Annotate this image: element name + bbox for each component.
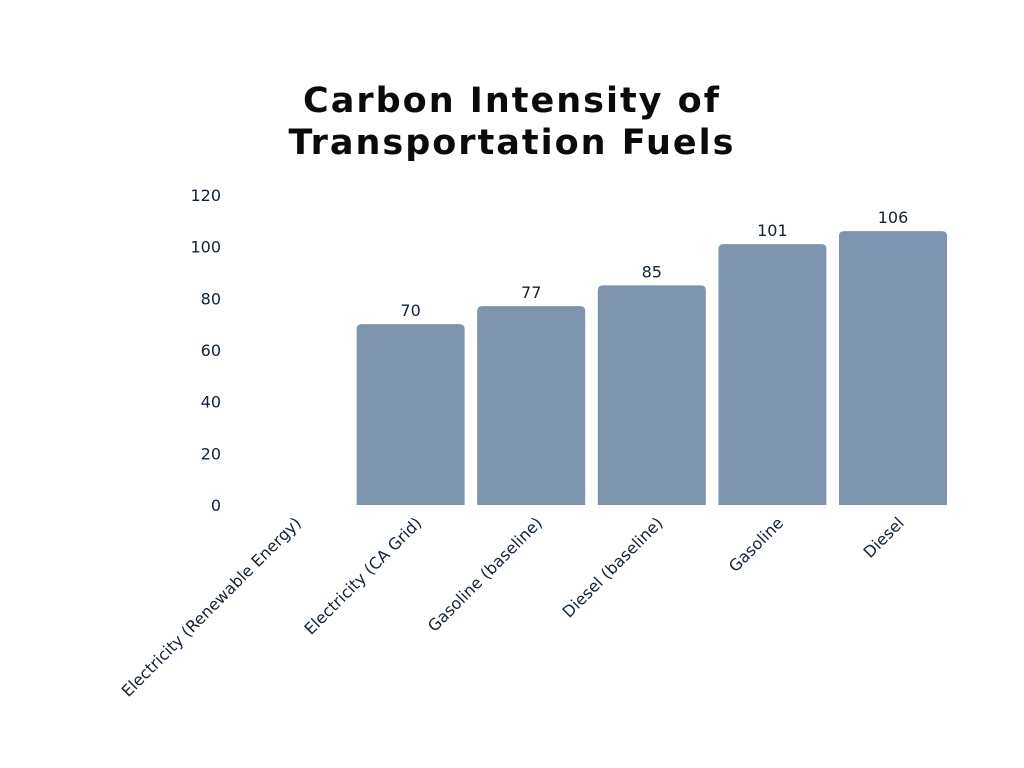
bar	[477, 306, 586, 505]
data-label: 77	[521, 283, 541, 302]
y-tick-label: 20	[201, 444, 221, 463]
data-label: 101	[757, 221, 788, 240]
data-label: 85	[642, 262, 662, 281]
x-tick-label: Gasoline (baseline)	[424, 513, 546, 635]
x-tick-label: Electricity (CA Grid)	[300, 513, 425, 638]
bar	[356, 324, 465, 505]
y-tick-label: 0	[211, 496, 221, 515]
chart-title: Carbon Intensity of Transportation Fuels	[0, 80, 1024, 164]
y-tick-label: 100	[190, 238, 221, 257]
chart-title-line-2: Transportation Fuels	[288, 123, 736, 163]
data-label: 106	[878, 208, 909, 227]
y-tick-label: 120	[190, 186, 221, 205]
data-label: 70	[400, 301, 420, 320]
y-tick-label: 80	[201, 289, 221, 308]
y-tick-label: 40	[201, 393, 221, 412]
x-tick-label: Gasoline	[725, 513, 787, 575]
bar	[718, 244, 827, 506]
bar	[597, 285, 706, 505]
chart-title-line-1: Carbon Intensity of	[303, 81, 721, 121]
bar	[839, 231, 947, 505]
x-tick-label: Diesel	[860, 513, 908, 561]
x-tick-label: Electricity (Renewable Energy)	[118, 513, 305, 700]
x-tick-label: Diesel (baseline)	[559, 513, 667, 621]
y-tick-label: 60	[201, 341, 221, 360]
